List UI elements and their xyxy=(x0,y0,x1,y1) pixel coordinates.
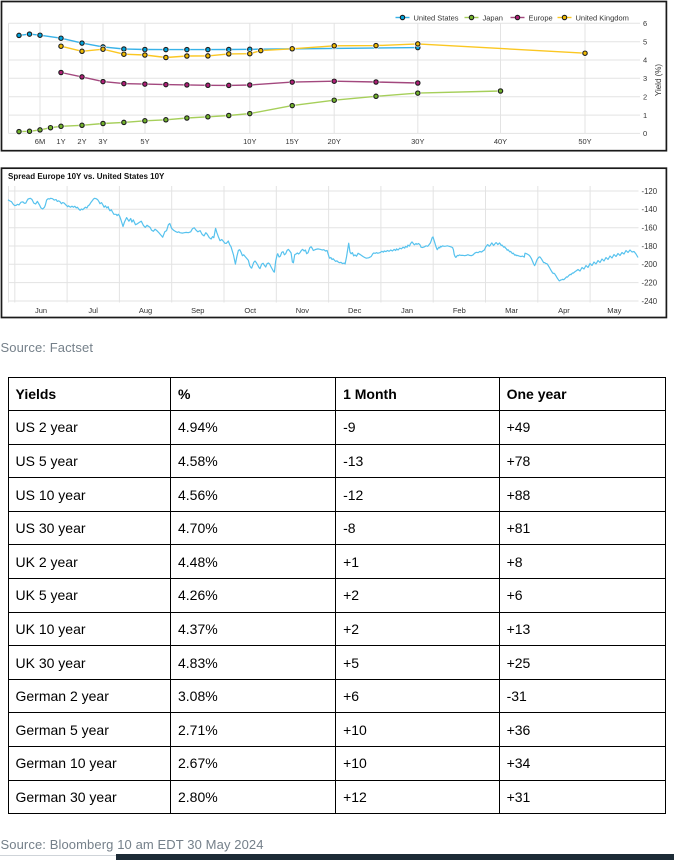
svg-text:Nov: Nov xyxy=(296,306,310,315)
svg-text:Jan: Jan xyxy=(401,306,413,315)
svg-text:5Y: 5Y xyxy=(140,137,149,146)
svg-text:United States: United States xyxy=(414,13,459,22)
svg-text:50Y: 50Y xyxy=(578,137,591,146)
svg-text:Feb: Feb xyxy=(453,306,466,315)
svg-text:10Y: 10Y xyxy=(243,137,256,146)
svg-text:-200: -200 xyxy=(642,260,658,269)
svg-text:Dec: Dec xyxy=(348,306,362,315)
svg-text:0: 0 xyxy=(643,129,647,138)
svg-text:Sep: Sep xyxy=(191,306,204,315)
svg-text:1: 1 xyxy=(643,111,647,120)
svg-text:-180: -180 xyxy=(642,242,658,251)
svg-text:Aug: Aug xyxy=(139,306,152,315)
svg-text:Spread Europe 10Y vs. United S: Spread Europe 10Y vs. United States 10Y xyxy=(8,172,165,181)
svg-text:40Y: 40Y xyxy=(494,137,507,146)
svg-text:-240: -240 xyxy=(642,297,658,306)
svg-text:6: 6 xyxy=(643,19,647,28)
svg-text:5: 5 xyxy=(643,37,647,46)
svg-text:4: 4 xyxy=(643,56,647,65)
svg-text:2: 2 xyxy=(643,92,647,101)
svg-text:1Y: 1Y xyxy=(56,137,65,146)
svg-text:30Y: 30Y xyxy=(411,137,424,146)
svg-text:Europe: Europe xyxy=(529,13,553,22)
svg-text:3: 3 xyxy=(643,74,647,83)
svg-text:6M: 6M xyxy=(35,137,45,146)
svg-text:United Kingdom: United Kingdom xyxy=(576,13,629,22)
svg-text:Oct: Oct xyxy=(244,306,257,315)
svg-text:-140: -140 xyxy=(642,205,658,214)
svg-text:Jul: Jul xyxy=(88,306,98,315)
svg-text:-220: -220 xyxy=(642,278,658,287)
svg-text:15Y: 15Y xyxy=(286,137,299,146)
svg-text:20Y: 20Y xyxy=(328,137,341,146)
svg-text:Mar: Mar xyxy=(505,306,518,315)
svg-text:-160: -160 xyxy=(642,224,658,233)
svg-text:Jun: Jun xyxy=(35,306,47,315)
svg-text:Yield (%): Yield (%) xyxy=(654,64,663,96)
svg-text:Apr: Apr xyxy=(558,306,570,315)
svg-text:2Y: 2Y xyxy=(77,137,86,146)
svg-text:May: May xyxy=(607,306,621,315)
svg-text:3Y: 3Y xyxy=(98,137,107,146)
svg-text:-120: -120 xyxy=(642,187,658,196)
svg-text:Japan: Japan xyxy=(483,13,503,22)
